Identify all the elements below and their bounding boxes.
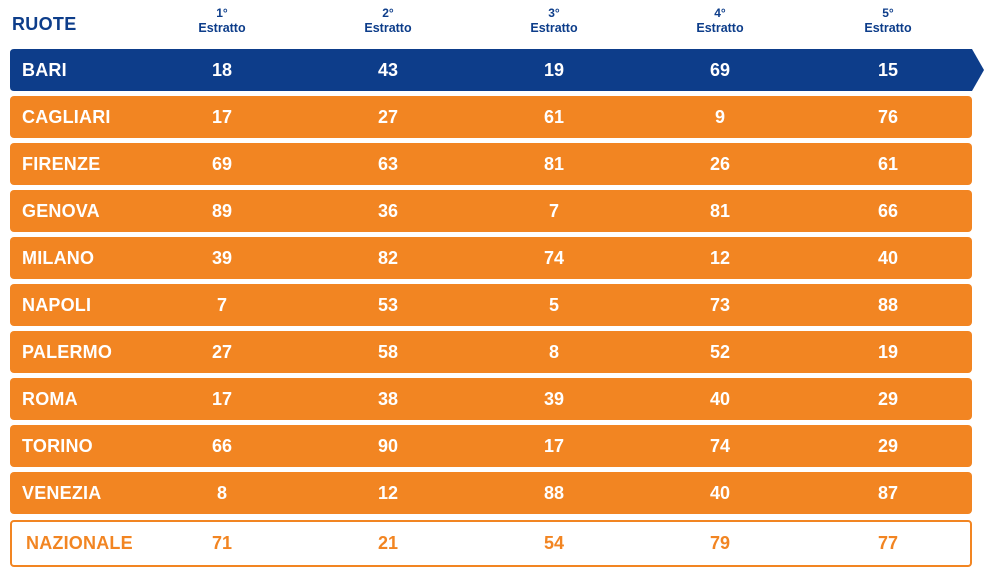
row-city: VENEZIA bbox=[22, 482, 102, 503]
column-label: Estratto bbox=[198, 21, 246, 35]
ruote-header: RUOTE bbox=[12, 14, 77, 34]
row-number-3: 17 bbox=[543, 435, 565, 456]
column-ordinal: 1° bbox=[216, 6, 228, 20]
table-row-nazionale[interactable]: NAZIONALE 71 21 54 79 77 bbox=[10, 520, 972, 567]
row-number-4: 79 bbox=[709, 533, 731, 553]
row-number-1: 7 bbox=[216, 294, 227, 315]
column-ordinal: 4° bbox=[714, 6, 726, 20]
row-number-1: 71 bbox=[211, 533, 233, 553]
row-city: CAGLIARI bbox=[22, 106, 111, 127]
table-row-palermo[interactable]: PALERMO 27 58 8 52 19 bbox=[10, 331, 972, 373]
row-number-2: 21 bbox=[377, 533, 399, 553]
row-number-3: 7 bbox=[548, 200, 559, 221]
row-number-2: 36 bbox=[377, 200, 399, 221]
row-number-4: 9 bbox=[714, 106, 725, 127]
row-number-2: 53 bbox=[377, 294, 399, 315]
row-number-4: 12 bbox=[709, 247, 731, 268]
column-header-2: 2° Estratto bbox=[328, 6, 448, 36]
column-label: Estratto bbox=[696, 21, 744, 35]
row-number-1: 39 bbox=[211, 247, 233, 268]
row-city: FIRENZE bbox=[22, 153, 101, 174]
column-header-1: 1° Estratto bbox=[162, 6, 282, 36]
row-number-3: 74 bbox=[543, 247, 565, 268]
row-city: ROMA bbox=[22, 388, 78, 409]
row-number-5: 15 bbox=[877, 59, 899, 80]
row-number-5: 29 bbox=[877, 388, 899, 409]
column-header-4: 4° Estratto bbox=[660, 6, 780, 36]
row-city: NAZIONALE bbox=[26, 533, 133, 553]
row-number-1: 8 bbox=[216, 482, 227, 503]
row-number-5: 88 bbox=[877, 294, 899, 315]
row-number-4: 52 bbox=[709, 341, 731, 362]
table-row-roma[interactable]: ROMA 17 38 39 40 29 bbox=[10, 378, 972, 420]
row-number-4: 26 bbox=[709, 153, 731, 174]
column-label: Estratto bbox=[530, 21, 578, 35]
row-number-5: 29 bbox=[877, 435, 899, 456]
column-ordinal: 3° bbox=[548, 6, 560, 20]
row-number-1: 17 bbox=[211, 388, 233, 409]
row-number-4: 81 bbox=[709, 200, 731, 221]
row-number-1: 89 bbox=[211, 200, 233, 221]
row-number-3: 61 bbox=[543, 106, 565, 127]
table-row-milano[interactable]: MILANO 39 82 74 12 40 bbox=[10, 237, 972, 279]
row-number-2: 63 bbox=[377, 153, 399, 174]
column-ordinal: 2° bbox=[382, 6, 394, 20]
row-number-3: 5 bbox=[548, 294, 559, 315]
row-number-2: 90 bbox=[377, 435, 399, 456]
row-number-1: 17 bbox=[211, 106, 233, 127]
table-header: RUOTE 1° Estratto 2° Estratto 3° Estratt… bbox=[0, 0, 984, 48]
column-header-3: 3° Estratto bbox=[494, 6, 614, 36]
row-number-4: 74 bbox=[709, 435, 731, 456]
row-number-5: 61 bbox=[877, 153, 899, 174]
table-row-cagliari[interactable]: CAGLIARI 17 27 61 9 76 bbox=[10, 96, 972, 138]
row-number-1: 66 bbox=[211, 435, 233, 456]
row-number-4: 73 bbox=[709, 294, 731, 315]
row-number-4: 40 bbox=[709, 482, 731, 503]
column-label: Estratto bbox=[364, 21, 412, 35]
row-number-1: 69 bbox=[211, 153, 233, 174]
row-number-5: 87 bbox=[877, 482, 899, 503]
column-label: Estratto bbox=[864, 21, 912, 35]
row-city: GENOVA bbox=[22, 200, 100, 221]
row-number-2: 27 bbox=[377, 106, 399, 127]
row-number-2: 58 bbox=[377, 341, 399, 362]
row-city: BARI bbox=[22, 59, 67, 80]
selected-row-arrow-shape bbox=[10, 49, 984, 91]
row-number-3: 54 bbox=[543, 533, 565, 553]
row-city: TORINO bbox=[22, 435, 93, 456]
row-number-5: 19 bbox=[877, 341, 899, 362]
row-number-4: 69 bbox=[709, 59, 731, 80]
row-number-3: 19 bbox=[543, 59, 565, 80]
table-row-bari[interactable]: BARI 18 43 19 69 15 bbox=[10, 49, 984, 91]
column-ordinal: 5° bbox=[882, 6, 894, 20]
row-city: NAPOLI bbox=[22, 294, 92, 315]
row-number-2: 43 bbox=[377, 59, 399, 80]
row-number-5: 77 bbox=[877, 533, 899, 553]
row-number-1: 27 bbox=[211, 341, 233, 362]
table-row-venezia[interactable]: VENEZIA 8 12 88 40 87 bbox=[10, 472, 972, 514]
row-number-3: 39 bbox=[543, 388, 565, 409]
row-number-2: 82 bbox=[377, 247, 399, 268]
table-row-firenze[interactable]: FIRENZE 69 63 81 26 61 bbox=[10, 143, 972, 185]
table-row-torino[interactable]: TORINO 66 90 17 74 29 bbox=[10, 425, 972, 467]
row-number-3: 8 bbox=[548, 341, 559, 362]
row-number-1: 18 bbox=[211, 59, 233, 80]
row-number-3: 88 bbox=[543, 482, 565, 503]
row-number-4: 40 bbox=[709, 388, 731, 409]
table-row-napoli[interactable]: NAPOLI 7 53 5 73 88 bbox=[10, 284, 972, 326]
row-number-5: 76 bbox=[877, 106, 899, 127]
row-city: PALERMO bbox=[22, 341, 113, 362]
row-number-5: 66 bbox=[877, 200, 899, 221]
row-number-2: 38 bbox=[377, 388, 399, 409]
row-city: MILANO bbox=[22, 247, 95, 268]
column-header-5: 5° Estratto bbox=[828, 6, 948, 36]
row-number-3: 81 bbox=[543, 153, 565, 174]
row-number-2: 12 bbox=[377, 482, 399, 503]
table-row-genova[interactable]: GENOVA 89 36 7 81 66 bbox=[10, 190, 972, 232]
row-number-5: 40 bbox=[877, 247, 899, 268]
